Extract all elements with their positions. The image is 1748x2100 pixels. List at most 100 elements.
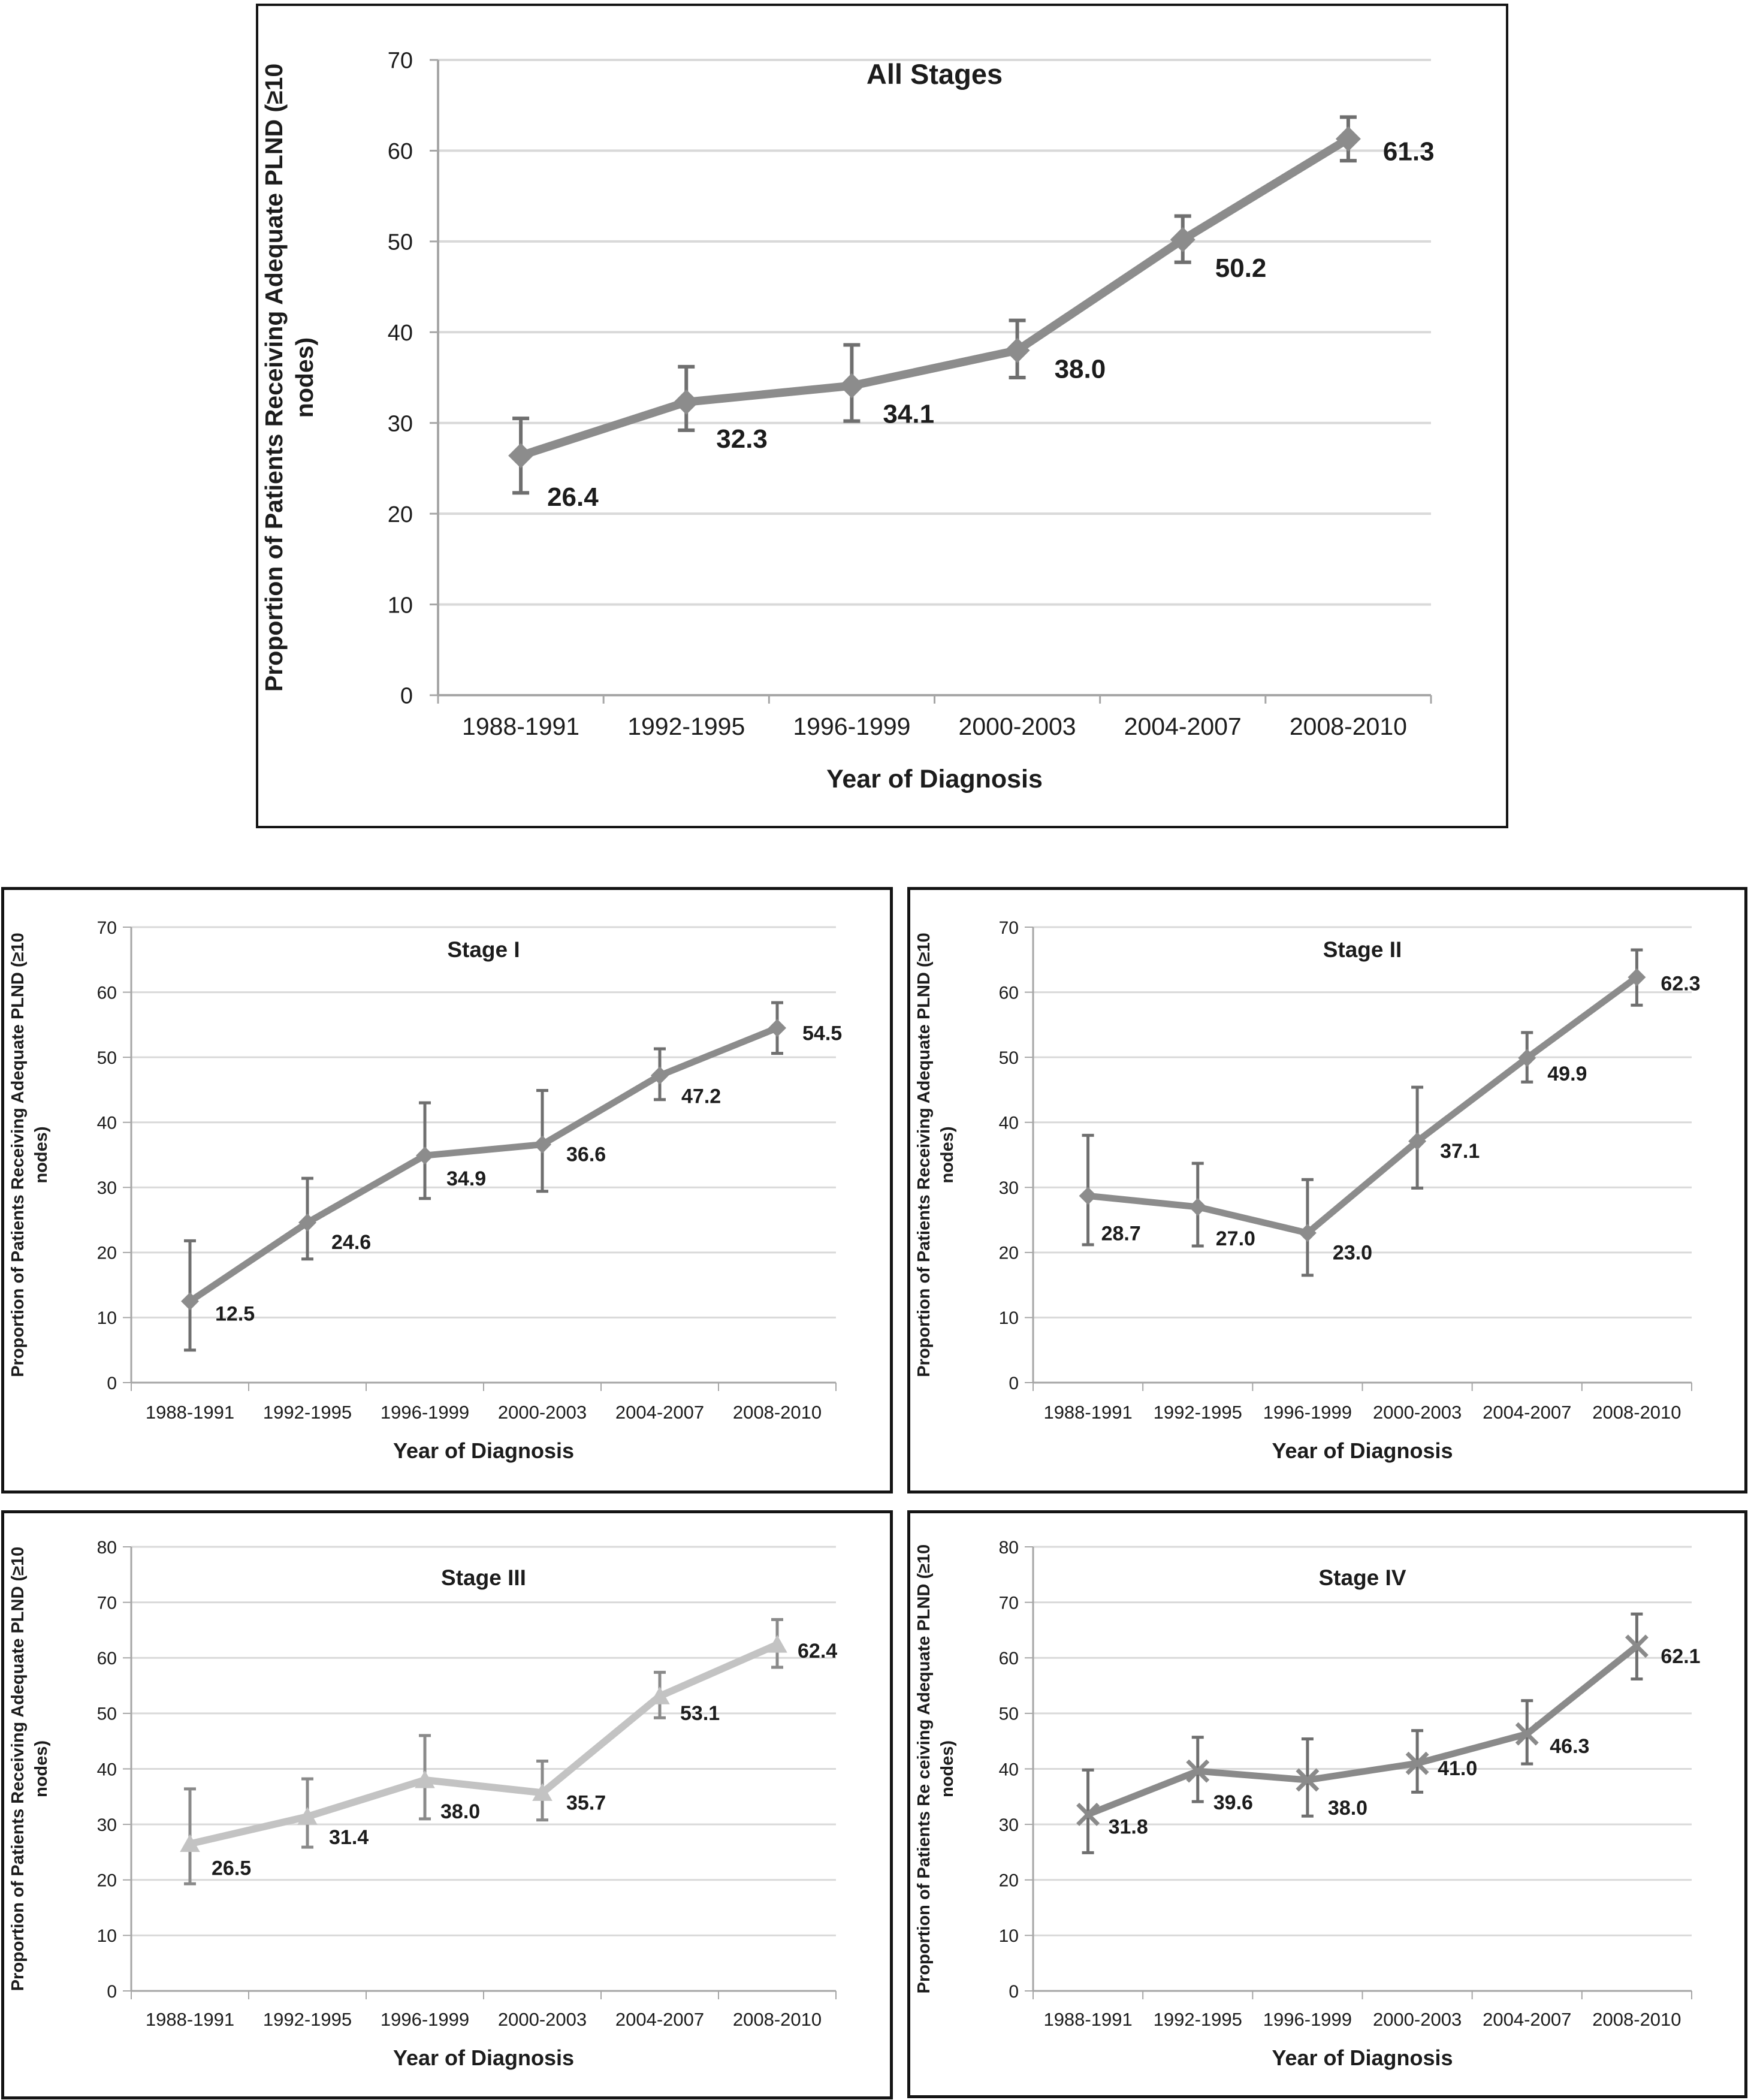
data-point-marker xyxy=(1079,1187,1097,1205)
chart-stage-1: 0 10 20 30 40 50 60 70 1988-1991 1992-1995 1996-19… xyxy=(8,918,842,1463)
x-tick-label: 2008-2010 xyxy=(733,2009,822,2030)
x-tick-label: 2008-2010 xyxy=(1290,713,1407,740)
y-axis-title-line1: Proportion of Patients Receiving Adequat… xyxy=(260,64,288,692)
y-tick-label: 0 xyxy=(1009,1982,1019,2002)
data-line xyxy=(1085,1643,1640,1818)
x-tick-label: 1992-1995 xyxy=(1154,1402,1242,1423)
y-tick-label: 40 xyxy=(388,321,413,346)
chart-title: All Stages xyxy=(867,58,1003,90)
y-axis-title-line1: Proportion of Patients Re ceiving Adequa… xyxy=(914,1544,934,1994)
x-tick-label: 1992-1995 xyxy=(1154,2009,1242,2030)
x-tick-label: 2000-2003 xyxy=(498,2009,587,2030)
y-tick-label: 30 xyxy=(999,1178,1019,1198)
x-tick-label: 1996-1999 xyxy=(381,2009,469,2030)
data-point-marker xyxy=(1625,1634,1649,1658)
data-point-marker xyxy=(415,1770,435,1788)
y-tick-label: 50 xyxy=(97,1048,117,1068)
y-tick-label: 10 xyxy=(97,1308,117,1328)
data-point-marker xyxy=(1296,1768,1320,1792)
y-tick-label: 60 xyxy=(97,983,117,1003)
x-tick-label: 1992-1995 xyxy=(263,2009,352,2030)
data-label: 27.0 xyxy=(1216,1227,1255,1250)
y-tick-label: 40 xyxy=(97,1760,117,1779)
data-label: 38.0 xyxy=(440,1800,480,1823)
data-point-marker xyxy=(532,1783,553,1801)
y-tick-label: 40 xyxy=(999,1114,1019,1133)
data-label: 34.9 xyxy=(446,1167,486,1190)
data-label: 12.5 xyxy=(215,1302,255,1325)
data-point-marker xyxy=(181,1292,199,1311)
data-point-marker xyxy=(1076,1802,1100,1826)
y-tick-label: 60 xyxy=(388,139,413,164)
y-tick-label: 50 xyxy=(97,1704,117,1724)
x-axis-title: Year of Diagnosis xyxy=(393,1438,574,1463)
y-axis-title-line1: Proportion of Patients Receiving Adequat… xyxy=(8,933,28,1377)
x-axis-title: Year of Diagnosis xyxy=(826,765,1043,793)
x-tick-label: 1988-1991 xyxy=(1043,2009,1132,2030)
data-label: 26.4 xyxy=(547,482,599,512)
chart-title: Stage III xyxy=(441,1565,526,1590)
x-tick-label: 2008-2010 xyxy=(1592,2009,1681,2030)
y-tick-label: 60 xyxy=(999,983,1019,1003)
y-tick-label: 70 xyxy=(97,918,117,938)
data-label: 39.6 xyxy=(1213,1791,1253,1814)
x-tick-label: 1996-1999 xyxy=(1263,1402,1352,1423)
data-point-marker xyxy=(298,1213,316,1232)
x-tick-label: 2004-2007 xyxy=(1483,1402,1571,1423)
x-tick-label: 2000-2003 xyxy=(498,1402,587,1423)
y-tick-label: 10 xyxy=(388,593,413,618)
x-tick-label: 1992-1995 xyxy=(627,713,745,740)
y-tick-label: 20 xyxy=(97,1871,117,1891)
data-label: 62.1 xyxy=(1661,1645,1700,1668)
y-tick-label: 20 xyxy=(97,1244,117,1263)
y-tick-label: 70 xyxy=(388,49,413,74)
data-line xyxy=(186,1641,781,1848)
y-tick-label: 20 xyxy=(388,502,413,527)
panel-stage-3: 0 10 20 30 40 50 60 70 80 1988-1991 1992-1995 1996-… xyxy=(1,1510,893,2099)
y-tick-label: 70 xyxy=(97,1593,117,1613)
x-tick-label: 2004-2007 xyxy=(1124,713,1242,740)
data-label: 26.5 xyxy=(212,1857,251,1880)
x-tick-label: 1988-1991 xyxy=(146,1402,234,1423)
x-tick-label: 1988-1991 xyxy=(462,713,579,740)
panel-all-stages: 0 10 20 30 40 50 60 70 1988-1991 1992-1995 1996-19… xyxy=(256,4,1508,828)
data-point-marker xyxy=(1188,1197,1207,1216)
chart-title: Stage IV xyxy=(1319,1565,1406,1590)
panel-stage-1: 0 10 20 30 40 50 60 70 1988-1991 1992-1995 1996-19… xyxy=(1,887,893,1493)
x-tick-label: 1996-1999 xyxy=(381,1402,469,1423)
x-tick-label: 1992-1995 xyxy=(263,1402,352,1423)
x-axis-title: Year of Diagnosis xyxy=(1272,2045,1453,2070)
y-tick-label: 80 xyxy=(97,1538,117,1558)
x-tick-label: 2004-2007 xyxy=(615,2009,704,2030)
y-tick-label: 30 xyxy=(97,1815,117,1835)
y-tick-label: 0 xyxy=(107,1982,117,2002)
x-tick-label: 1988-1991 xyxy=(146,2009,234,2030)
chart-title: Stage I xyxy=(447,937,520,962)
data-point-marker xyxy=(674,389,699,415)
chart-stage-4: 0 10 20 30 40 50 60 70 80 1988-1991 1992-1995 1996-… xyxy=(914,1538,1701,2070)
data-point-marker xyxy=(768,1019,786,1037)
data-label: 46.3 xyxy=(1550,1735,1589,1758)
y-axis-title-line1: Proportion of Patients Receiving Adequat… xyxy=(8,1547,28,1992)
data-label: 34.1 xyxy=(883,400,934,429)
y-axis-title-line1: Proportion of Patients Receiving Adequat… xyxy=(914,933,934,1377)
data-point-marker xyxy=(1515,1722,1539,1746)
data-line xyxy=(186,1024,781,1305)
data-label: 37.1 xyxy=(1440,1140,1480,1163)
data-point-marker xyxy=(508,443,534,469)
data-label: 61.3 xyxy=(1383,137,1435,167)
x-tick-label: 2000-2003 xyxy=(959,713,1076,740)
y-tick-label: 10 xyxy=(999,1308,1019,1328)
y-tick-label: 40 xyxy=(999,1760,1019,1779)
x-axis-title: Year of Diagnosis xyxy=(393,2045,574,2070)
y-axis-title-line2: nodes) xyxy=(32,1126,51,1183)
x-tick-label: 1996-1999 xyxy=(793,713,910,740)
panel-stage-2: 0 10 20 30 40 50 60 70 1988-1991 1992-1995 1996-19… xyxy=(907,887,1747,1493)
y-tick-label: 30 xyxy=(97,1178,117,1198)
chart-stage-2: 0 10 20 30 40 50 60 70 1988-1991 1992-1995 1996-19… xyxy=(914,918,1701,1463)
y-tick-label: 60 xyxy=(999,1649,1019,1668)
y-tick-label: 0 xyxy=(400,684,413,709)
data-label: 53.1 xyxy=(680,1702,720,1725)
data-point-marker xyxy=(1405,1751,1429,1775)
